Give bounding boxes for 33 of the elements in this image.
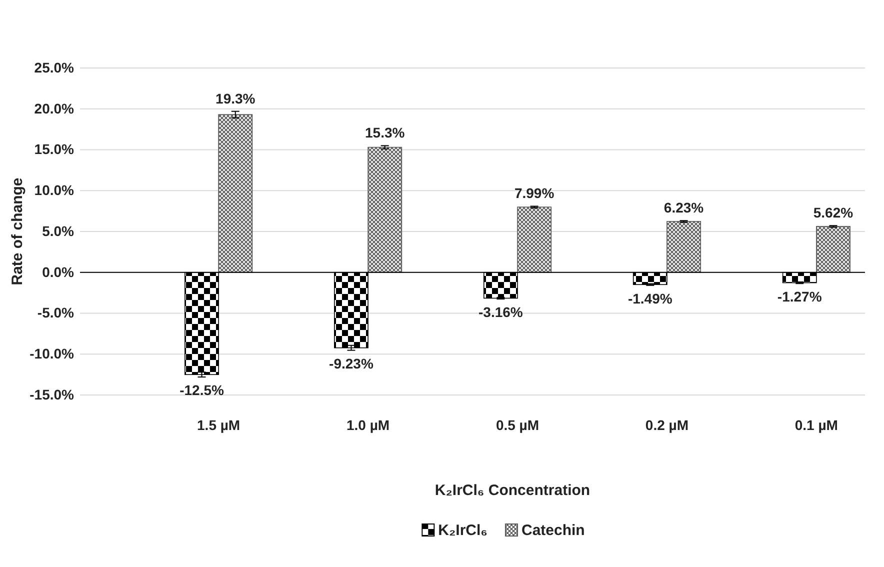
- data-label: 5.62%: [813, 204, 854, 221]
- data-label: -3.16%: [478, 304, 524, 320]
- x-tick-label: 0.2 µM: [645, 417, 689, 433]
- y-tick-label: 10.0%: [34, 182, 75, 198]
- bar: [368, 146, 402, 273]
- y-tick-label: 25.0%: [34, 59, 75, 76]
- x-tick-label: 0.1 µM: [794, 417, 838, 433]
- x-tick-label: 0.5 µM: [496, 417, 540, 433]
- y-tick-label: -10.0%: [30, 346, 75, 362]
- bar: [517, 206, 552, 273]
- y-tick-label: 5.0%: [42, 222, 75, 239]
- y-tick-label: -15.0%: [30, 386, 75, 402]
- data-label: -9.23%: [329, 355, 374, 372]
- x-axis-title: K₂IrCl₆ Concentration: [434, 482, 590, 499]
- bar: [666, 221, 701, 273]
- data-label: -12.5%: [180, 382, 224, 398]
- x-tick-label: 1.0 µM: [346, 417, 390, 433]
- y-tick-label: 15.0%: [34, 141, 75, 158]
- data-label: -1.27%: [777, 288, 822, 305]
- data-label: 15.3%: [365, 124, 406, 141]
- legend-label: K₂IrCl₆: [438, 522, 488, 539]
- data-label: 6.23%: [664, 200, 704, 216]
- x-tick-label: 1.5 µM: [197, 417, 240, 433]
- y-tick-label: 0.0%: [42, 264, 75, 280]
- data-label: 7.99%: [514, 185, 555, 202]
- y-tick-label: 20.0%: [34, 100, 75, 116]
- y-axis-title: Rate of change: [9, 178, 26, 286]
- bar: [816, 226, 850, 273]
- legend-label: Catechin: [521, 522, 585, 539]
- y-tick-label: -5.0%: [37, 304, 75, 321]
- data-label: 19.3%: [216, 90, 256, 106]
- data-label: -1.49%: [628, 290, 673, 306]
- bar: [218, 114, 253, 273]
